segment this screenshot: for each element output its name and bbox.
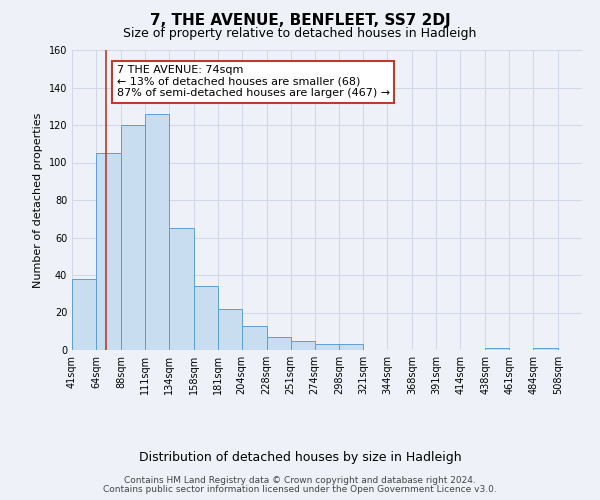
Text: 7, THE AVENUE, BENFLEET, SS7 2DJ: 7, THE AVENUE, BENFLEET, SS7 2DJ [149, 12, 451, 28]
Bar [169, 228, 194, 350]
Bar [72, 279, 96, 350]
Bar [266, 337, 290, 350]
Text: 7 THE AVENUE: 74sqm
← 13% of detached houses are smaller (68)
87% of semi-detach: 7 THE AVENUE: 74sqm ← 13% of detached ho… [117, 65, 390, 98]
Text: Distribution of detached houses by size in Hadleigh: Distribution of detached houses by size … [139, 451, 461, 464]
Bar [194, 286, 218, 350]
Bar [218, 309, 242, 350]
Y-axis label: Number of detached properties: Number of detached properties [33, 112, 43, 288]
Text: Contains public sector information licensed under the Open Government Licence v3: Contains public sector information licen… [103, 484, 497, 494]
Bar [121, 125, 145, 350]
Bar [314, 344, 340, 350]
Bar [533, 348, 558, 350]
Text: Contains HM Land Registry data © Crown copyright and database right 2024.: Contains HM Land Registry data © Crown c… [124, 476, 476, 485]
Text: Size of property relative to detached houses in Hadleigh: Size of property relative to detached ho… [124, 28, 476, 40]
Bar [290, 340, 314, 350]
Bar [145, 114, 169, 350]
Bar [485, 348, 509, 350]
Bar [242, 326, 266, 350]
Bar [96, 153, 121, 350]
Bar [340, 344, 364, 350]
